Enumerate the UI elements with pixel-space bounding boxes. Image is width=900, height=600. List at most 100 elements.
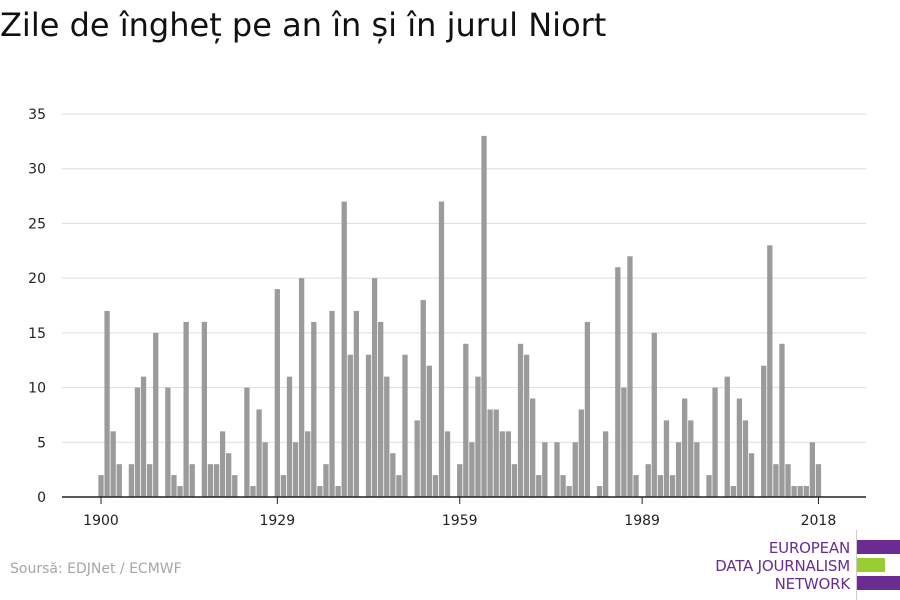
- bar-1909: [153, 332, 159, 497]
- bar-1977: [566, 486, 572, 497]
- edjnet-logo: EUROPEAN DATA JOURNALISM NETWORK: [700, 530, 900, 600]
- bar-1920: [219, 431, 226, 497]
- bar-1921: [226, 453, 232, 497]
- bar-1985: [615, 267, 621, 497]
- bars: [98, 135, 822, 498]
- bar-1914: [183, 321, 189, 497]
- y-tick-label: 20: [28, 271, 46, 287]
- bar-1936: [317, 486, 323, 497]
- x-tick-label: 1959: [442, 513, 478, 529]
- bar-1926: [256, 409, 262, 497]
- bar-1983: [602, 431, 609, 497]
- bar-1993: [663, 420, 670, 497]
- bar-1954: [426, 365, 432, 497]
- bar-1929: [274, 289, 280, 497]
- bar-1900: [98, 475, 104, 497]
- bar-1959: [457, 464, 463, 497]
- x-tick-label: 1989: [624, 513, 660, 529]
- bar-1965: [493, 409, 499, 497]
- bar-1932: [292, 442, 299, 497]
- bar-1949: [396, 475, 402, 497]
- bar-1968: [511, 464, 518, 497]
- bar-1911: [165, 387, 171, 497]
- bar-1940: [341, 201, 347, 498]
- bar-1976: [560, 475, 566, 497]
- bar-1927: [262, 442, 268, 497]
- y-tick-label: 5: [37, 435, 46, 451]
- bar-1960: [463, 343, 469, 497]
- bar-2011: [773, 464, 779, 497]
- bar-2018: [815, 464, 822, 497]
- bar-1978: [572, 442, 578, 497]
- bar-2017: [809, 442, 816, 497]
- bar-2004: [730, 486, 736, 497]
- bar-1957: [444, 431, 451, 497]
- bar-2016: [803, 486, 809, 497]
- bar-1990: [645, 464, 651, 497]
- bar-1963: [481, 135, 487, 497]
- bar-1942: [353, 310, 360, 497]
- bar-2005: [736, 398, 743, 497]
- source-note: Soursă: EDJNet / ECMWF: [10, 561, 182, 577]
- x-tick-label: 1929: [259, 513, 295, 529]
- logo-divider: [856, 530, 857, 600]
- bar-1901: [104, 310, 110, 497]
- bar-1986: [621, 387, 627, 497]
- bar-1982: [596, 486, 603, 497]
- bar-2012: [779, 343, 785, 497]
- bar-1979: [578, 409, 584, 497]
- bar-1973: [542, 442, 548, 497]
- bar-1996: [682, 398, 688, 497]
- x-tick-label: 1900: [83, 513, 119, 529]
- bar-1950: [402, 354, 408, 497]
- bar-1998: [694, 442, 700, 497]
- logo-line-3: NETWORK: [774, 575, 851, 593]
- chart-title: Zile de îngheț pe an în și în jurul Nior…: [0, 6, 607, 44]
- bar-1952: [414, 420, 420, 497]
- bar-1970: [523, 354, 530, 497]
- bar-1934: [305, 431, 311, 497]
- bar-1931: [286, 376, 293, 497]
- bar-1941: [347, 354, 353, 497]
- bar-2009: [761, 365, 767, 497]
- bar-1962: [475, 376, 481, 497]
- bar-1922: [232, 475, 238, 497]
- bar-1935: [311, 321, 317, 497]
- bar-1966: [499, 431, 505, 497]
- bar-2006: [742, 420, 749, 497]
- bar-1947: [384, 376, 390, 497]
- bar-1975: [554, 442, 560, 497]
- bar-1964: [487, 409, 493, 497]
- logo-stripe-purple-top: [857, 540, 900, 554]
- bar-1987: [627, 256, 633, 497]
- bar-1939: [335, 486, 341, 497]
- bar-1925: [250, 486, 256, 497]
- bar-1980: [584, 321, 591, 497]
- y-axis-labels: 0 5 10 15 20 25 30 35: [28, 107, 46, 506]
- bar-1994: [669, 475, 676, 497]
- bar-1961: [469, 442, 475, 497]
- bar-1945: [371, 278, 378, 497]
- bar-1948: [390, 453, 396, 497]
- bar-1944: [365, 354, 372, 497]
- bar-2000: [706, 475, 712, 497]
- bar-1912: [171, 475, 177, 497]
- bar-1972: [536, 475, 542, 497]
- logo-stripe-purple-bottom: [857, 576, 900, 590]
- bar-2014: [791, 486, 797, 497]
- bar-1918: [207, 464, 214, 497]
- bar-1930: [280, 475, 287, 497]
- bar-1969: [517, 343, 524, 497]
- bar-1907: [140, 376, 147, 497]
- bar-1933: [298, 278, 305, 497]
- bar-2003: [724, 376, 730, 497]
- bar-1919: [213, 464, 220, 497]
- bar-1992: [657, 475, 664, 497]
- bar-1967: [505, 431, 512, 497]
- bar-1906: [134, 387, 141, 497]
- y-tick-label: 35: [28, 107, 46, 123]
- bar-1905: [128, 464, 135, 497]
- y-tick-label: 0: [37, 490, 46, 506]
- bar-1971: [530, 398, 536, 497]
